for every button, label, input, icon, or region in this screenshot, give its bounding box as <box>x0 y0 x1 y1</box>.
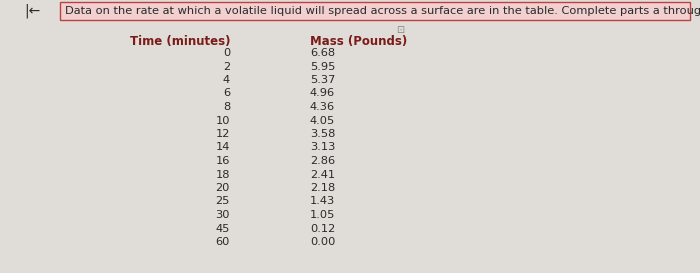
Text: |←: |← <box>24 4 40 18</box>
Text: 6.68: 6.68 <box>310 48 335 58</box>
Text: 2: 2 <box>223 61 230 72</box>
Text: Data on the rate at which a volatile liquid will spread across a surface are in : Data on the rate at which a volatile liq… <box>65 6 700 16</box>
Text: ⊡: ⊡ <box>396 25 404 35</box>
Text: 4.96: 4.96 <box>310 88 335 99</box>
Text: 4.05: 4.05 <box>310 115 335 126</box>
Text: 5.37: 5.37 <box>310 75 335 85</box>
Text: 3.13: 3.13 <box>310 143 335 153</box>
Text: 1.05: 1.05 <box>310 210 335 220</box>
Text: 18: 18 <box>216 170 230 180</box>
Text: 4.36: 4.36 <box>310 102 335 112</box>
Text: 2.41: 2.41 <box>310 170 335 180</box>
Text: 3.58: 3.58 <box>310 129 335 139</box>
Text: 0: 0 <box>223 48 230 58</box>
Text: 20: 20 <box>216 183 230 193</box>
Text: 8: 8 <box>223 102 230 112</box>
Text: 0.12: 0.12 <box>310 224 335 233</box>
Text: Time (minutes): Time (minutes) <box>130 35 230 48</box>
Text: 60: 60 <box>216 237 230 247</box>
Text: 30: 30 <box>216 210 230 220</box>
Text: Mass (Pounds): Mass (Pounds) <box>310 35 407 48</box>
Text: 10: 10 <box>216 115 230 126</box>
Text: 14: 14 <box>216 143 230 153</box>
Text: 45: 45 <box>216 224 230 233</box>
Text: 4: 4 <box>223 75 230 85</box>
Text: 6: 6 <box>223 88 230 99</box>
Text: 0.00: 0.00 <box>310 237 335 247</box>
Text: 2.86: 2.86 <box>310 156 335 166</box>
Text: 16: 16 <box>216 156 230 166</box>
Text: 12: 12 <box>216 129 230 139</box>
FancyBboxPatch shape <box>60 2 690 20</box>
Text: 2.18: 2.18 <box>310 183 335 193</box>
Text: 25: 25 <box>216 197 230 206</box>
Text: 1.43: 1.43 <box>310 197 335 206</box>
Text: 5.95: 5.95 <box>310 61 335 72</box>
